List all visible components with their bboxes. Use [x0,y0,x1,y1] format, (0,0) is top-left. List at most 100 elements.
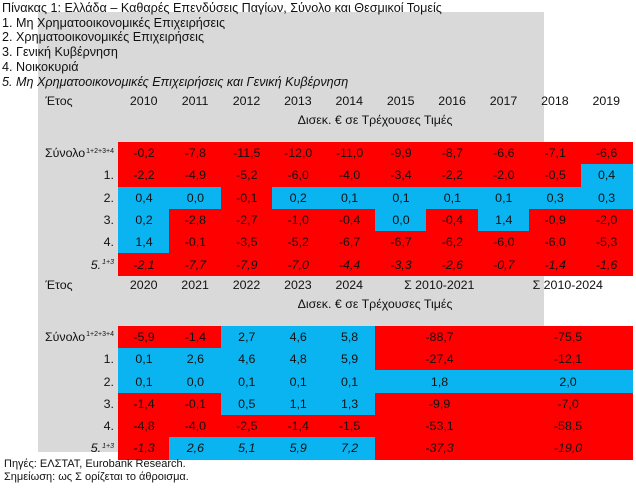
value-cell: -6,0 [272,164,325,187]
value-cell: 0,5 [220,392,273,415]
year-header-row: Έτος 2010 2011 2012 2013 2014 2015 2016 2017 2018… [0,92,632,110]
value-cell: -2,0 [580,208,633,232]
value-cell: -4,0 [323,164,376,187]
sector-legend-4: 4. Νοικοκυριά [2,59,79,74]
value-cell: -0,2 [118,142,170,165]
value-cell: -6,6 [477,142,530,165]
value-cell: -0,4 [426,208,479,232]
column-header: 2020 [129,277,158,292]
row-label: 1. [103,352,114,367]
sector-legend-2: 2. Χρηματοοικονομικές Επιχειρήσεις [2,30,205,45]
value-cell: 2,6 [169,348,222,371]
value-cell: 0,0 [169,370,222,393]
value-cell: 7,2 [323,437,376,460]
column-header: 2018 [541,94,569,108]
value-cell: -2,2 [118,164,170,187]
year-header-label: Έτος [45,277,73,292]
value-cell: -4,4 [323,253,376,276]
value-cell: -75,5 [503,325,633,349]
unit-row: Δισεκ. € σε Τρέχουσες Τιμές [0,294,632,314]
value-cell: 1,4 [118,231,170,254]
value-cell: -2,7 [220,208,273,232]
value-cell: 0,4 [580,164,633,187]
row-label: 5. 1+3 [90,441,114,456]
value-cell: 0,1 [375,186,427,209]
value-cell: -5,9 [118,325,170,349]
value-cell: 0,3 [580,186,633,209]
value-cell: 0,0 [169,186,222,209]
table-row: Σύνολο 1+2+3+4 -5,9 -1,4 2,7 4,6 5,8 -88,7 -75,5 [0,325,633,349]
unit-label: Δισεκ. € σε Τρέχουσες Τιμές [297,113,453,127]
row-label: 2. [103,190,114,205]
value-cell: -11,0 [323,142,376,165]
value-cell: -3,4 [375,164,427,187]
row-label-superscript: 1+2+3+4 [86,147,114,155]
row-label: 3. [103,213,114,228]
value-cell: -88,7 [375,325,505,349]
value-cell: 1,8 [375,370,505,393]
column-header: 2022 [232,277,261,292]
row-label: 3. [103,396,114,411]
row-label: 1. [103,168,114,183]
value-cell: -1,4 [118,392,170,415]
row-spacer [0,314,632,326]
value-cell: -6,2 [426,231,479,254]
value-cell: 2,6 [169,437,222,460]
column-header: Σ 2010-2024 [532,277,603,292]
value-cell: 2,0 [503,370,633,393]
row-label: 2. [103,374,114,389]
table-row: 5. 1+3 -2,1 -7,7 -7,9 -7,0 -4,4 -3,3 -2,6 -0,7 -1,… [0,253,633,276]
sector-legend-3: 3. Γενική Κυβέρνηση [2,45,118,60]
value-cell: -4,0 [169,414,222,438]
value-cell: 2,7 [220,325,273,349]
value-cell: -11,5 [220,142,273,165]
value-cell: 0,2 [118,208,170,232]
value-cell: 0,1 [477,186,530,209]
value-cell: -0,1 [169,392,222,415]
value-cell: -2,1 [118,253,170,276]
sector-legend-5: 5. Μη Χρηματοοικονομικές Επιχειρήσεις κα… [2,74,349,89]
footer: Πηγές: ΕΛΣΤΑΤ, Eurobank Research. Σημείω… [4,458,189,484]
column-header: 2012 [232,94,261,108]
table-row: 3. 0,2 -2,8 -2,7 -1,0 -0,4 0,0 -0,4 1,4 -0,9 -2,0 [0,208,633,232]
row-label-superscript: 1+2+3+4 [86,331,114,339]
column-header: 2021 [181,277,209,292]
value-cell: -8,7 [426,142,479,165]
value-cell: 0,1 [323,370,376,393]
table-row: 2. 0,1 0,0 0,1 0,1 0,1 1,8 2,0 [0,370,633,393]
value-cell: 0,4 [118,186,170,209]
value-cell: 0,1 [272,370,325,393]
sources-note: Πηγές: ΕΛΣΤΑΤ, Eurobank Research. [4,458,186,470]
value-cell: -27,4 [375,348,505,371]
row-spacer [0,130,632,142]
value-cell: -9,9 [375,392,505,415]
value-cell: 0,3 [529,186,582,209]
column-header: 2010 [129,94,158,108]
value-cell: 1,1 [272,392,325,415]
value-cell: -0,7 [477,253,530,276]
value-cell: -5,2 [220,164,273,187]
value-cell: -6,0 [529,231,582,254]
value-cell: -1,4 [529,253,582,276]
value-cell: -7,0 [272,253,325,276]
value-cell: -1,4 [272,414,325,438]
value-cell: -5,3 [580,231,633,254]
row-label: 4. [103,419,114,434]
value-cell: -1,4 [169,325,222,349]
column-header: 2015 [386,94,415,108]
value-cell: -58,5 [503,414,633,438]
table-row: 3. -1,4 -0,1 0,5 1,1 1,3 -9,9 -7,0 [0,392,633,415]
column-header: 2013 [284,94,312,108]
value-cell: 0,1 [118,370,170,393]
value-cell: -4,9 [169,164,222,187]
value-cell: -4,8 [118,414,170,438]
value-cell: -37,3 [375,437,505,460]
column-header: Σ 2010-2021 [404,277,475,292]
value-cell: -6,7 [323,231,376,254]
value-cell: -6,0 [477,231,530,254]
value-cell: 5,9 [323,348,376,371]
value-cell: -3,3 [375,253,427,276]
value-cell: -2,5 [220,414,273,438]
value-cell: 1,3 [323,392,376,415]
value-cell: 4,6 [272,325,325,349]
